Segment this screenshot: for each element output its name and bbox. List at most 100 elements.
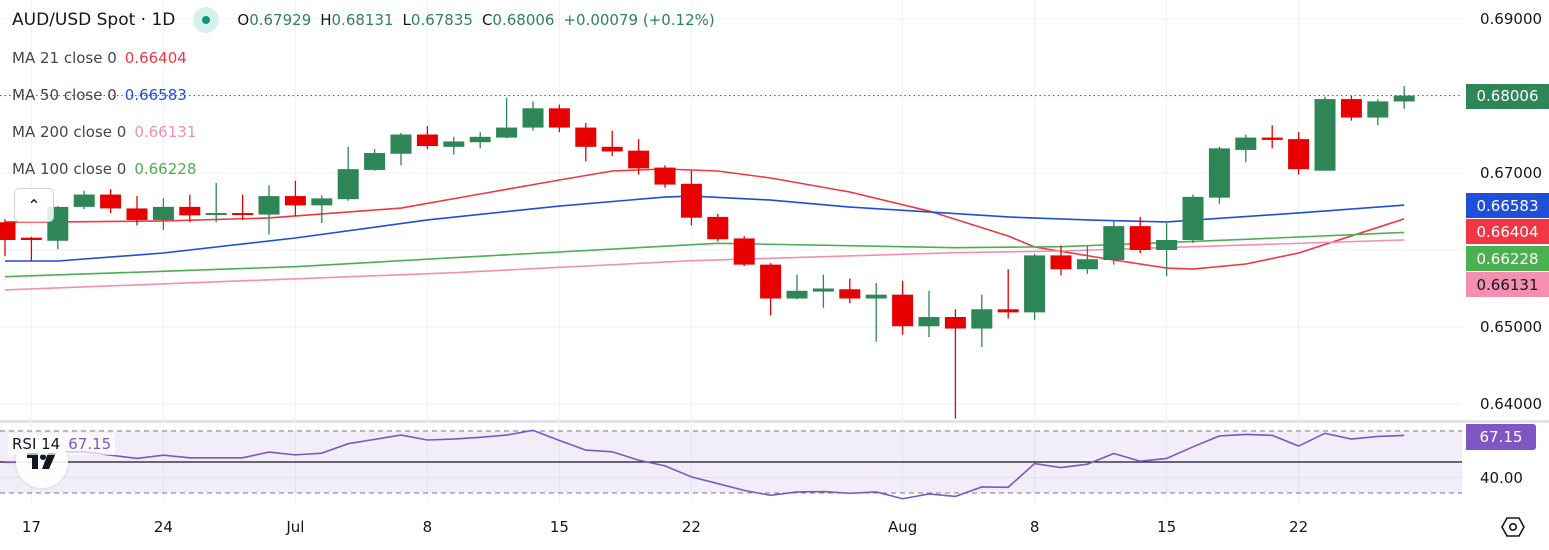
candle-body bbox=[364, 152, 386, 170]
candle-body bbox=[786, 290, 808, 299]
low-value: 0.67835 bbox=[410, 11, 473, 29]
rsi-chart[interactable] bbox=[0, 420, 1462, 502]
candle-body bbox=[628, 150, 650, 169]
rsi-legend-value: 67.15 bbox=[68, 435, 112, 453]
legend-value: 0.66404 bbox=[124, 49, 187, 67]
legend-label: MA 100 close 0 bbox=[12, 160, 127, 178]
candle-body bbox=[152, 206, 174, 220]
candle-body bbox=[1367, 101, 1389, 118]
time-axis-label: 22 bbox=[1289, 518, 1309, 536]
candle-body bbox=[1393, 95, 1415, 102]
candle-body bbox=[469, 136, 491, 143]
price-chart[interactable] bbox=[0, 0, 1462, 420]
ma50-value: 0.66583 bbox=[1476, 196, 1539, 215]
legend-value: 0.66131 bbox=[134, 123, 197, 141]
candle-body bbox=[1182, 196, 1204, 240]
legend-label: MA 21 close 0 bbox=[12, 49, 117, 67]
candle-body bbox=[575, 127, 597, 147]
time-axis-label: 8 bbox=[1029, 518, 1040, 536]
collapse-legend-button[interactable]: ⌃ bbox=[14, 188, 54, 222]
time-axis-label: Aug bbox=[887, 518, 918, 536]
candle-body bbox=[1288, 139, 1310, 170]
candle-body bbox=[1235, 137, 1257, 150]
pane-separator[interactable] bbox=[0, 420, 1549, 423]
candle-body bbox=[1340, 99, 1362, 118]
legend-ma50[interactable]: MA 50 close 0 0.66583 bbox=[12, 86, 187, 104]
time-axis-label: 15 bbox=[1157, 518, 1177, 536]
candle-body bbox=[654, 167, 676, 185]
candle-body bbox=[205, 213, 227, 216]
change-value: +0.00079 (+0.12%) bbox=[563, 11, 715, 29]
legend-label: MA 200 close 0 bbox=[12, 123, 127, 141]
candle-body bbox=[20, 237, 42, 240]
price-axis-label: 0.64000 bbox=[1480, 395, 1543, 413]
candle-body bbox=[601, 146, 623, 152]
candle-body bbox=[1024, 255, 1046, 313]
ma-line-100 bbox=[4, 231, 1405, 278]
market-status-icon[interactable] bbox=[193, 7, 220, 33]
ma50-price-label: 0.66583 bbox=[1466, 193, 1549, 218]
candle-body bbox=[892, 294, 914, 327]
open-value: 0.67929 bbox=[249, 11, 312, 29]
candle-body bbox=[944, 316, 966, 329]
legend-ma21[interactable]: MA 21 close 0 0.66404 bbox=[12, 49, 187, 67]
candle-body bbox=[496, 127, 518, 138]
symbol-title[interactable]: AUD/USD Spot · 1D bbox=[12, 10, 176, 30]
candle-body bbox=[839, 289, 861, 299]
ma-line-50 bbox=[5, 195, 1405, 262]
candle-body bbox=[258, 196, 280, 215]
candle-body bbox=[1076, 259, 1098, 270]
candle-body bbox=[1129, 226, 1151, 250]
legend-ma200[interactable]: MA 200 close 0 0.66131 bbox=[12, 123, 196, 141]
candle-body bbox=[126, 208, 148, 220]
time-axis-label: 17 bbox=[21, 518, 41, 536]
ma200-value: 0.66131 bbox=[1476, 275, 1539, 294]
low-key: L bbox=[402, 11, 411, 29]
candle-body bbox=[337, 169, 359, 200]
ma100-value: 0.66228 bbox=[1476, 249, 1539, 268]
candle-body bbox=[390, 134, 412, 154]
candle-body bbox=[1050, 255, 1072, 270]
legend-value: 0.66583 bbox=[124, 86, 187, 104]
candle-body bbox=[812, 288, 834, 292]
candle-body bbox=[443, 141, 465, 147]
time-axis-label: 15 bbox=[549, 518, 569, 536]
high-key: H bbox=[320, 11, 332, 29]
candle-body bbox=[100, 194, 122, 209]
close-key: C bbox=[481, 11, 493, 29]
candle-body bbox=[284, 196, 306, 206]
candle-body bbox=[865, 294, 887, 299]
open-key: O bbox=[237, 11, 250, 29]
time-axis-label: 22 bbox=[681, 518, 701, 536]
candle-body bbox=[0, 222, 16, 240]
ma-line-21 bbox=[5, 168, 1405, 270]
rsi-legend-label: RSI 14 bbox=[12, 435, 61, 453]
legend-value: 0.66228 bbox=[134, 160, 197, 178]
time-axis-label: Jul bbox=[286, 518, 305, 536]
close-value: 0.68006 bbox=[492, 11, 555, 29]
rsi-value: 67.15 bbox=[1479, 428, 1523, 446]
symbol-header: AUD/USD Spot · 1D O0.67929 H0.68131 L0.6… bbox=[12, 7, 715, 33]
candle-body bbox=[733, 238, 755, 265]
candle-body bbox=[1314, 99, 1336, 171]
legend-ma100[interactable]: MA 100 close 0 0.66228 bbox=[12, 160, 196, 178]
ma200-price-label: 0.66131 bbox=[1466, 272, 1549, 297]
candle-body bbox=[232, 213, 254, 216]
ma21-value: 0.66404 bbox=[1476, 222, 1539, 241]
candle-body bbox=[1103, 226, 1125, 261]
price-axis-label: 0.67000 bbox=[1480, 164, 1543, 182]
candle-body bbox=[522, 108, 544, 128]
ma100-price-label: 0.66228 bbox=[1466, 246, 1549, 271]
price-axis-label: 0.65000 bbox=[1480, 318, 1543, 336]
candle-body bbox=[1208, 148, 1230, 198]
candle-body bbox=[707, 216, 729, 240]
ma21-price-label: 0.66404 bbox=[1466, 219, 1549, 244]
legend-label: MA 50 close 0 bbox=[12, 86, 117, 104]
candle-body bbox=[918, 316, 940, 327]
high-value: 0.68131 bbox=[331, 11, 394, 29]
rsi-legend[interactable]: RSI 14 67.15 bbox=[8, 433, 116, 455]
settings-gear-icon[interactable] bbox=[1501, 516, 1525, 543]
time-axis-label: 24 bbox=[153, 518, 173, 536]
chevron-up-icon: ⌃ bbox=[27, 195, 41, 215]
ohlc-values: O0.67929 H0.68131 L0.67835 C0.68006 +0.0… bbox=[237, 11, 714, 29]
